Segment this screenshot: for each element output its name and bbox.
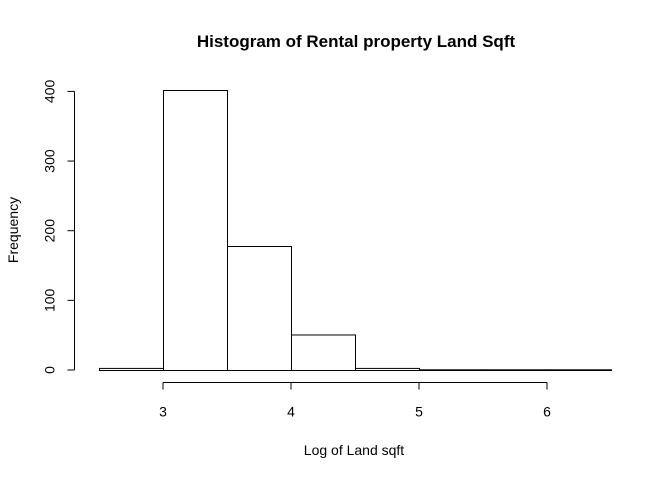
y-axis-label: Frequency xyxy=(5,197,21,263)
chart-title: Histogram of Rental property Land Sqft xyxy=(197,32,516,51)
histogram-bar xyxy=(99,367,164,372)
histogram-bar xyxy=(419,369,484,372)
histogram-bar xyxy=(355,367,420,372)
histogram-bar xyxy=(163,90,228,371)
y-tick-label: 0 xyxy=(42,366,58,374)
bars-group xyxy=(99,90,612,372)
x-tick-label: 5 xyxy=(415,404,423,420)
x-tick-label: 3 xyxy=(159,404,167,420)
histogram-bar xyxy=(483,369,548,372)
y-tick-label: 200 xyxy=(42,219,58,243)
histogram-bar xyxy=(291,334,356,371)
x-tick-label: 6 xyxy=(543,404,551,420)
x-axis: 3 4 5 6 xyxy=(159,382,551,420)
histogram-bar xyxy=(227,246,292,371)
y-axis: 0 100 200 300 400 xyxy=(42,80,75,374)
x-axis-label: Log of Land sqft xyxy=(304,442,405,458)
y-tick-label: 100 xyxy=(42,288,58,312)
y-tick-label: 400 xyxy=(42,80,58,104)
y-tick-label: 300 xyxy=(42,149,58,173)
histogram-bar xyxy=(547,369,612,372)
x-tick-label: 4 xyxy=(287,404,295,420)
